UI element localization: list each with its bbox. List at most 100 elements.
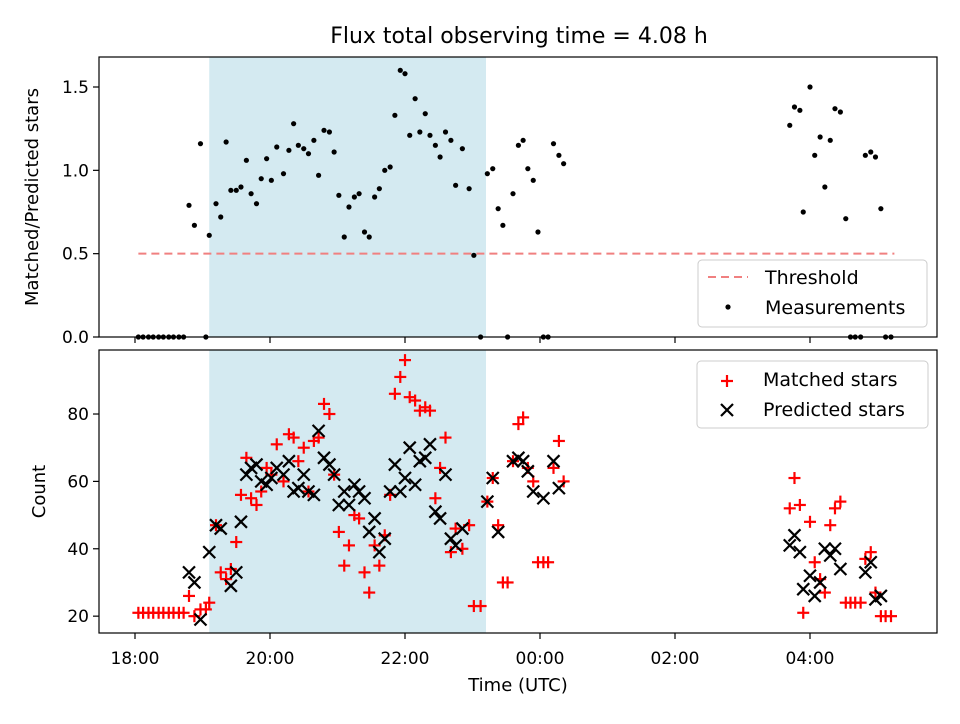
matched-stars-point <box>869 586 882 599</box>
measurements-point <box>274 144 280 150</box>
matched-stars-point <box>245 492 258 505</box>
measurements-point <box>800 209 806 215</box>
measurements-point <box>243 157 249 163</box>
predicted-stars-point <box>393 484 408 499</box>
matched-stars-point <box>885 610 897 623</box>
matched-stars-point <box>399 354 411 367</box>
predicted-stars-point <box>455 521 470 536</box>
predicted-stars-point <box>224 579 238 593</box>
predicted-stars-point <box>296 467 311 482</box>
measurements-point <box>490 166 496 172</box>
measurements-point <box>561 161 567 167</box>
measurements-point <box>238 184 244 190</box>
predicted-stars-point <box>383 484 397 499</box>
predicted-stars-point <box>307 488 321 502</box>
measurements-point <box>397 67 403 73</box>
measurements-point <box>442 129 449 135</box>
measurements-point <box>868 149 874 155</box>
predicted-stars-point <box>347 477 362 492</box>
measurements-point <box>453 182 459 188</box>
matched-stars-point <box>828 502 841 515</box>
predicted-stars-point <box>291 481 306 495</box>
y-tick-label: 40 <box>67 540 89 560</box>
measurements-point <box>356 191 362 197</box>
measurements-point <box>376 186 382 192</box>
predicted-stars-point <box>813 575 827 590</box>
measurements-point <box>832 106 838 112</box>
matched-stars-point <box>234 488 247 501</box>
x-tick-label: 20:00 <box>246 649 295 669</box>
matched-stars-point <box>439 431 452 444</box>
predicted-stars-point <box>823 548 838 563</box>
matched-stars-point <box>292 455 305 468</box>
predicted-stars-point <box>858 565 873 580</box>
matched-stars-point <box>859 552 872 565</box>
ratio-panel-ylabel: Matched/Predicted stars <box>22 88 43 306</box>
predicted-stars-point <box>388 457 402 472</box>
matched-stars-point <box>255 485 268 498</box>
measurements-point <box>346 204 352 210</box>
predicted-stars-point <box>282 454 296 468</box>
predicted-stars-point <box>322 457 337 472</box>
legend-threshold-label: Threshold <box>764 267 859 289</box>
measurements-point <box>484 171 490 177</box>
measurements-point <box>466 186 472 192</box>
measurements-point <box>186 202 192 208</box>
measurements-point <box>407 132 413 138</box>
x-tick-label: 02:00 <box>651 649 700 669</box>
matched-stars-point <box>444 546 457 559</box>
measurements-point <box>787 122 793 128</box>
predicted-stars-point <box>402 440 417 455</box>
measurements-point <box>228 187 234 193</box>
y-tick-label: 1.5 <box>62 78 89 98</box>
matched-stars-point <box>854 596 867 609</box>
predicted-stars-point <box>259 477 274 492</box>
matched-stars-point <box>474 600 487 613</box>
measurements-point <box>218 214 224 220</box>
measurements-point <box>258 176 264 182</box>
measurements-point <box>341 234 347 240</box>
measurements-point <box>812 152 818 158</box>
matched-stars-point <box>808 556 821 569</box>
matched-stars-point <box>358 566 371 579</box>
predicted-stars-point <box>264 471 279 485</box>
matched-stars-point <box>864 546 877 559</box>
y-tick-label: 60 <box>67 472 89 492</box>
measurements-point <box>515 142 522 148</box>
matched-stars-point <box>183 589 195 602</box>
measurements-point <box>286 147 292 153</box>
measurements-point <box>372 194 378 200</box>
measurements-point <box>366 234 372 240</box>
predicted-stars-point <box>213 521 228 536</box>
predicted-stars-point <box>438 467 453 482</box>
matched-stars-point <box>542 556 555 569</box>
ratio-panel-shade <box>209 57 486 337</box>
matched-stars-point <box>297 441 310 454</box>
matched-stars-point <box>312 431 325 444</box>
matched-stars-point <box>388 387 401 400</box>
predicted-stars-point <box>874 589 888 603</box>
predicted-stars-point <box>546 454 561 468</box>
matched-stars-point <box>277 475 290 488</box>
predicted-stars-point <box>833 562 848 576</box>
matched-stars-point <box>804 515 816 528</box>
matched-stars-point <box>552 434 565 447</box>
predicted-stars-point <box>480 494 495 509</box>
predicted-stars-point <box>526 484 541 499</box>
measurements-point <box>336 192 342 198</box>
measurements-point <box>471 252 477 258</box>
predicted-stars-point <box>239 467 254 482</box>
measurements-point <box>301 146 307 152</box>
measurements-point <box>872 154 879 160</box>
measurements-point <box>321 127 327 133</box>
matched-stars-point <box>373 559 386 572</box>
matched-stars-point <box>368 539 381 552</box>
measurements-point <box>305 151 312 157</box>
measurements-point <box>382 167 388 173</box>
matched-stars-point <box>434 461 447 474</box>
matched-stars-point <box>512 418 525 431</box>
matched-stars-point <box>270 438 283 451</box>
predicted-stars-point <box>408 477 422 492</box>
predicted-stars-point <box>187 575 202 590</box>
